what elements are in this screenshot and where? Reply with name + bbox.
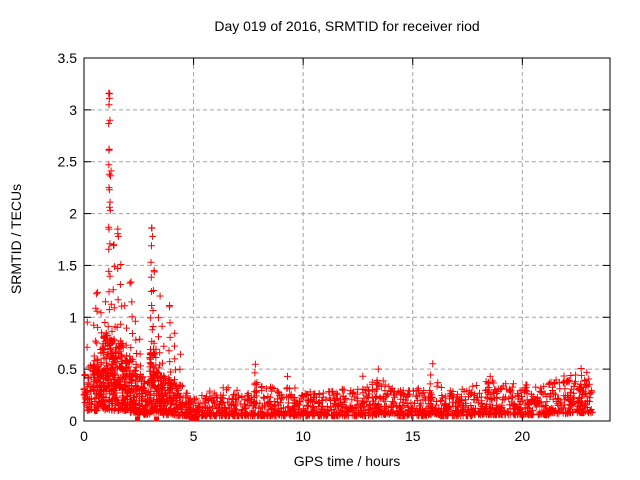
scatter-points-layer bbox=[80, 89, 596, 422]
x-tick-label: 15 bbox=[405, 428, 421, 444]
y-tick-label: 1.5 bbox=[58, 257, 78, 273]
y-tick-label: 0 bbox=[69, 413, 77, 429]
x-tick-label: 5 bbox=[190, 428, 198, 444]
flagged-point bbox=[154, 416, 160, 422]
y-tick-label: 2 bbox=[69, 206, 77, 222]
y-tick-label: 1 bbox=[69, 309, 77, 325]
y-tick-label: 3.5 bbox=[58, 50, 78, 66]
x-axis-label: GPS time / hours bbox=[294, 453, 401, 469]
x-tick-label: 10 bbox=[295, 428, 311, 444]
x-tick-label: 0 bbox=[80, 428, 88, 444]
tick-label-layer: 0 5 10 15 20 0 0.5 1 1.5 2 2.5 3 3.5 bbox=[58, 50, 531, 444]
x-tick-label: 20 bbox=[515, 428, 531, 444]
y-tick-label: 0.5 bbox=[58, 361, 78, 377]
flagged-point bbox=[194, 416, 200, 422]
plot-border bbox=[83, 57, 611, 422]
chart-title: Day 019 of 2016, SRMTID for receiver rio… bbox=[214, 18, 479, 34]
srmtid-scatter-series bbox=[80, 89, 596, 421]
flagged-point bbox=[134, 416, 140, 422]
y-tick-label: 3 bbox=[69, 102, 77, 118]
y-axis-label: SRMTID / TECUs bbox=[8, 184, 24, 294]
y-tick-label: 2.5 bbox=[58, 154, 78, 170]
flagged-point bbox=[190, 416, 196, 422]
grid-layer bbox=[84, 58, 610, 421]
